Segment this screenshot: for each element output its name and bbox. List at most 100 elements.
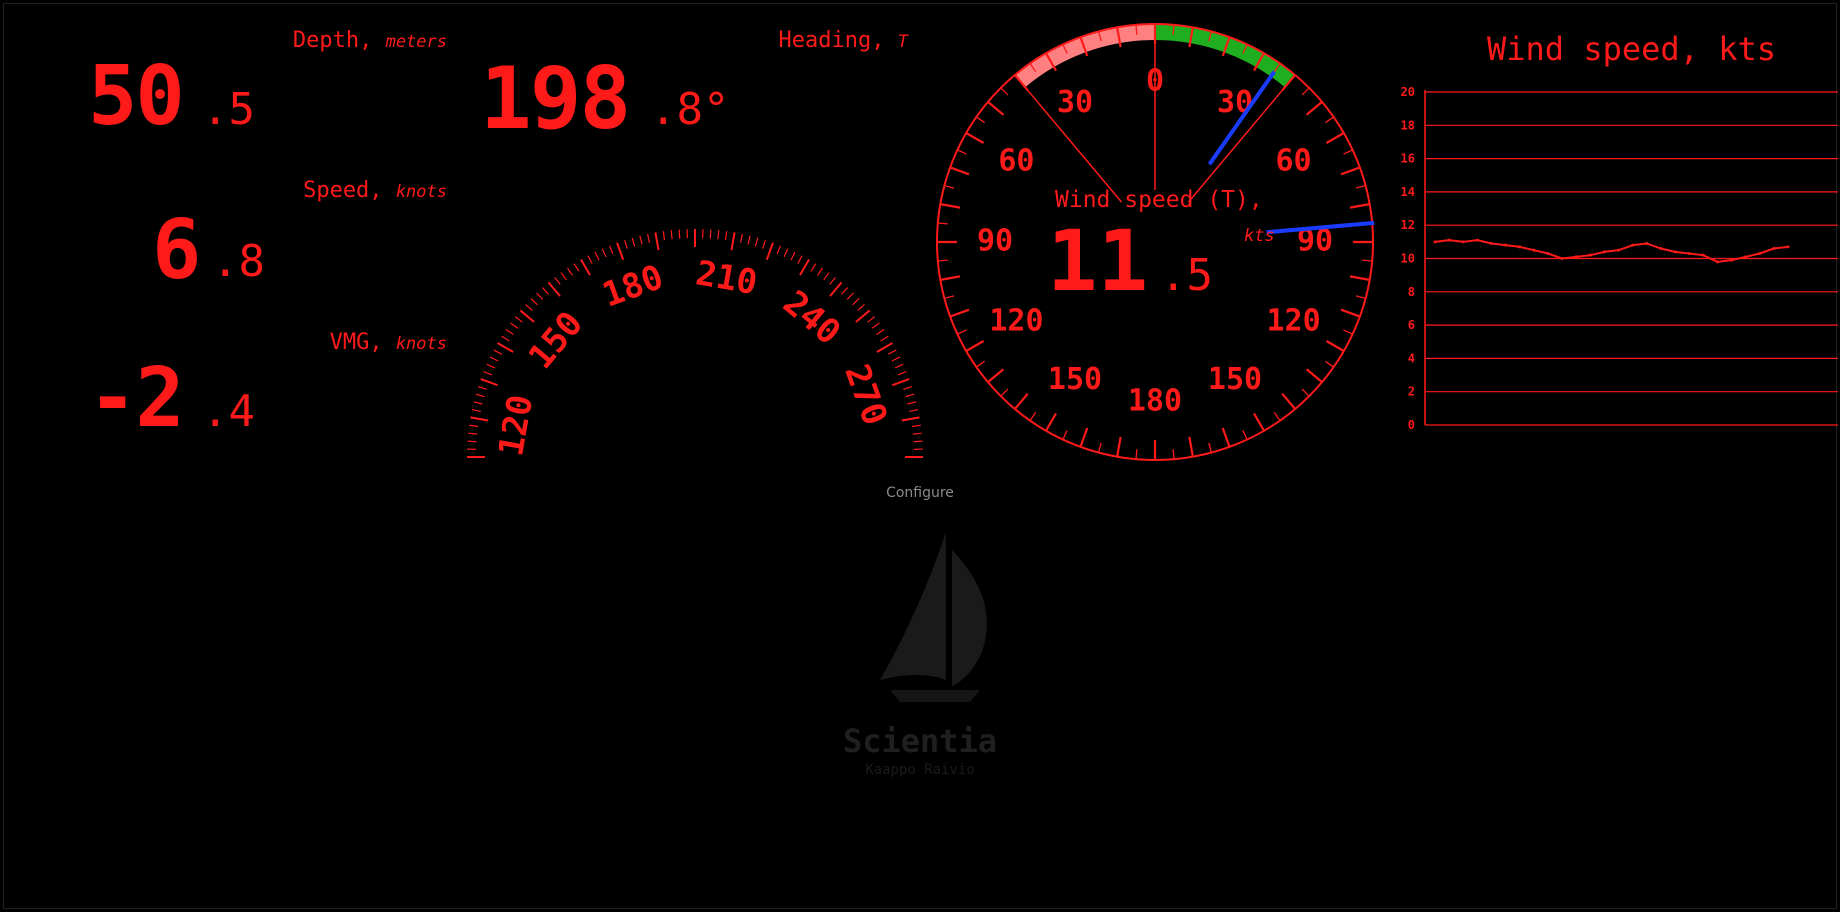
compass-tick [846,292,854,300]
compass-tick [810,263,817,272]
chart-point [1475,238,1479,242]
compass-tick [525,303,533,311]
compass-tick [670,230,673,240]
compass-tick [709,229,712,239]
dial-tick [1188,436,1194,457]
compass-tick [739,233,743,243]
speed-value-int: 6 [152,203,201,298]
dial-tick [1135,449,1138,460]
dial-tick [1014,392,1029,410]
compass-tick [639,235,643,245]
dial-tick [1097,31,1102,42]
dial-tick [1301,388,1310,397]
compass-tick [580,259,591,276]
compass-tick [654,232,660,251]
compass-tick [891,378,910,387]
compass-tick [536,292,544,300]
dial-angle-label: 120 [989,304,1043,339]
dial-tick [1273,63,1281,72]
depth-label: Depth, meters [292,28,447,53]
compass-tick [475,393,485,398]
compass-tick [816,267,823,276]
compass-tick [505,329,514,336]
compass-label: 210 [693,253,760,303]
chart-y-tick-label: 20 [1401,85,1415,99]
dial-tick [1340,166,1361,176]
compass-tick [519,309,535,323]
compass-label: 150 [521,304,591,377]
chart-point [1730,258,1734,262]
dial-tick [1355,295,1366,300]
compass-tick [601,248,607,258]
dial-tick [1208,442,1213,453]
dial-tick [987,368,1005,383]
compass-tick [541,287,549,295]
compass-tick [554,276,561,285]
compass-tick [473,401,483,405]
compass-tick [907,401,917,405]
compass-tick [790,251,796,261]
compass-tick [783,248,789,258]
dial-tick [1281,392,1296,410]
dial-angle-label: 30 [1057,85,1093,120]
chart-title: Wind speed, kts [1487,30,1776,68]
vmg-value-int: -2 [88,351,185,446]
heading-label: Heading, T [778,28,908,53]
compass-tick [477,385,487,390]
dial-tick [1172,449,1175,460]
chart-point [1433,240,1437,244]
compass-tick [493,349,502,355]
wind-speed-int: 11 [1047,212,1148,310]
dial-tick [1343,329,1353,335]
dial-tick [976,116,985,124]
dial-tick [1062,430,1068,440]
dial-angle-label: 120 [1266,304,1320,339]
wind-dial-unit: kts [1244,226,1275,246]
compass-tick [776,245,781,255]
dial-angle-label: 60 [998,144,1034,179]
dial-tick [965,340,985,352]
compass-tick [857,303,865,311]
dial-tick [1221,427,1231,448]
dial-tick [1062,44,1068,54]
chart-y-tick-label: 6 [1408,318,1415,332]
compass-tick [647,233,651,243]
compass-tick [913,440,923,443]
dial-tick [1188,27,1194,48]
compass-tick [609,245,614,255]
dial-tick [940,275,961,281]
dial-tick [1349,275,1370,281]
compass-tick [765,242,774,261]
compass-tick [467,440,477,443]
chart-y-tick-label: 0 [1408,418,1415,432]
compass-tick [587,255,593,264]
dial-tick [1325,340,1345,352]
dial-tick [1242,430,1248,440]
depth-value-int: 50 [88,49,185,144]
compass-tick [841,287,849,295]
chart-y-tick-label: 16 [1401,152,1415,166]
dial-tick [1000,388,1009,397]
compass-tick [510,322,519,329]
compass-tick [468,432,478,435]
dial-tick [1079,36,1089,57]
compass-tick [901,416,920,422]
dial-tick [940,203,961,209]
layline [1187,89,1283,203]
compass-tick [497,342,514,353]
true-wind-needle [1266,220,1375,235]
brand-author: Kaappo Raivio [865,762,975,778]
chart-series-line [1434,239,1789,263]
compass-tick [894,363,904,369]
compass-tick [530,298,538,306]
dial-tick [1305,101,1323,116]
chart-point [1518,245,1522,249]
dial-tick [1301,87,1310,96]
configure-link[interactable]: Configure [886,485,954,501]
dial-tick [1253,52,1265,72]
dial-tick [1253,412,1265,432]
vmg-label: VMG, knots [329,330,447,355]
compass-label: 180 [597,257,668,316]
